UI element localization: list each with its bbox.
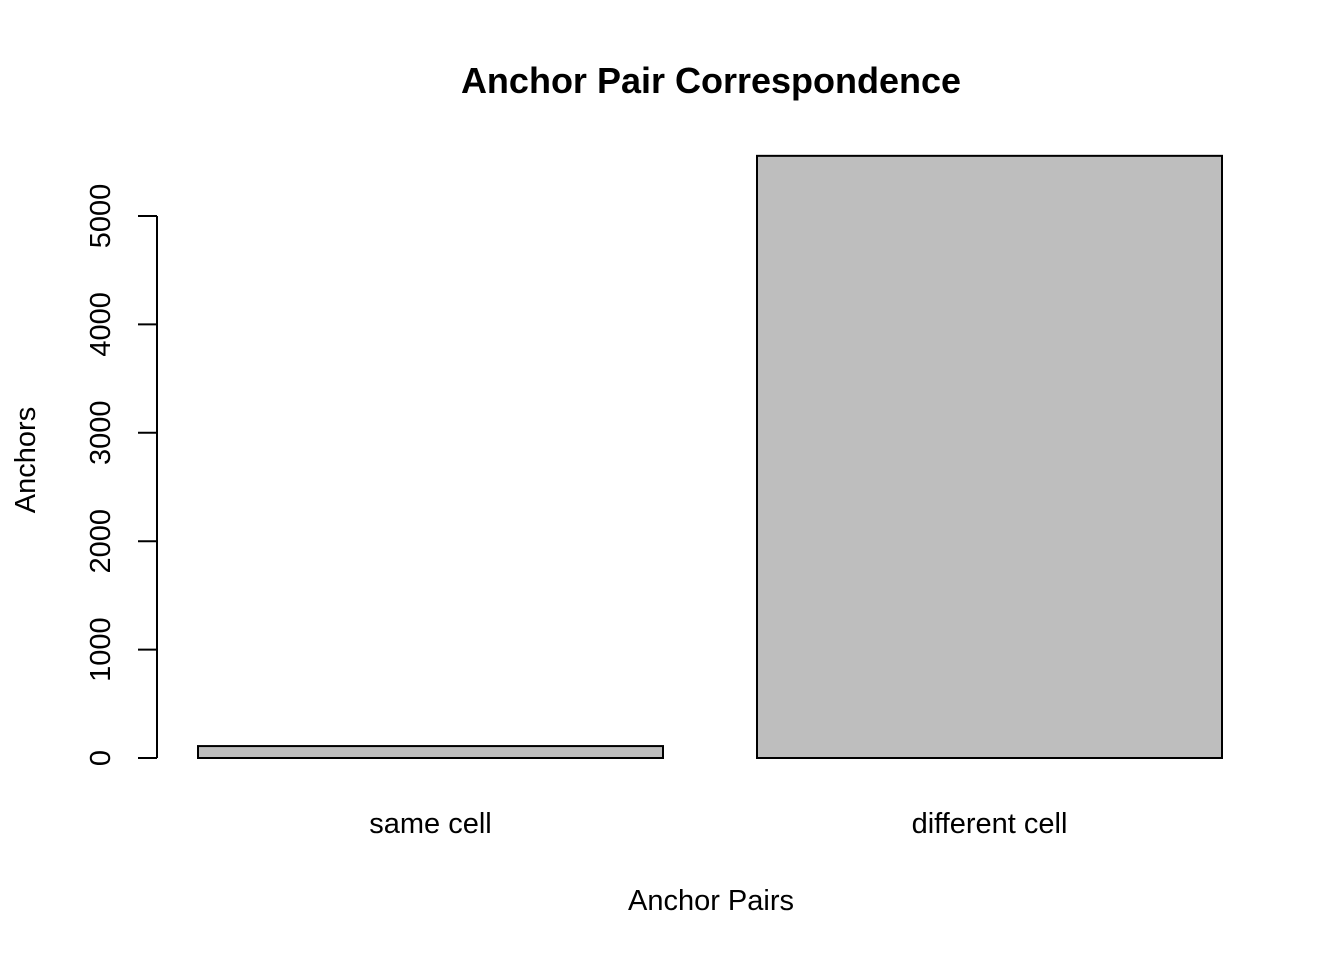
x-tick-labels: same cell different cell — [369, 808, 1067, 840]
y-tick-label: 5000 — [85, 184, 117, 249]
y-tick-label: 2000 — [85, 509, 117, 574]
bars-group — [197, 154, 1223, 759]
y-tick-label: 1000 — [85, 617, 117, 682]
x-tick-label: same cell — [369, 808, 492, 840]
x-axis-label: Anchor Pairs — [628, 885, 794, 917]
bar-same-cell — [197, 745, 664, 759]
y-axis: 0 1000 2000 3000 4000 5000 — [85, 184, 158, 766]
y-tick-label: 0 — [85, 750, 117, 766]
chart-title: Anchor Pair Correspondence — [461, 60, 961, 101]
y-tick-label: 3000 — [85, 401, 117, 466]
bar-different-cell — [756, 154, 1223, 759]
y-tick-label: 4000 — [85, 292, 117, 357]
x-tick-label: different cell — [912, 808, 1068, 840]
y-axis-label: Anchors — [10, 407, 42, 513]
